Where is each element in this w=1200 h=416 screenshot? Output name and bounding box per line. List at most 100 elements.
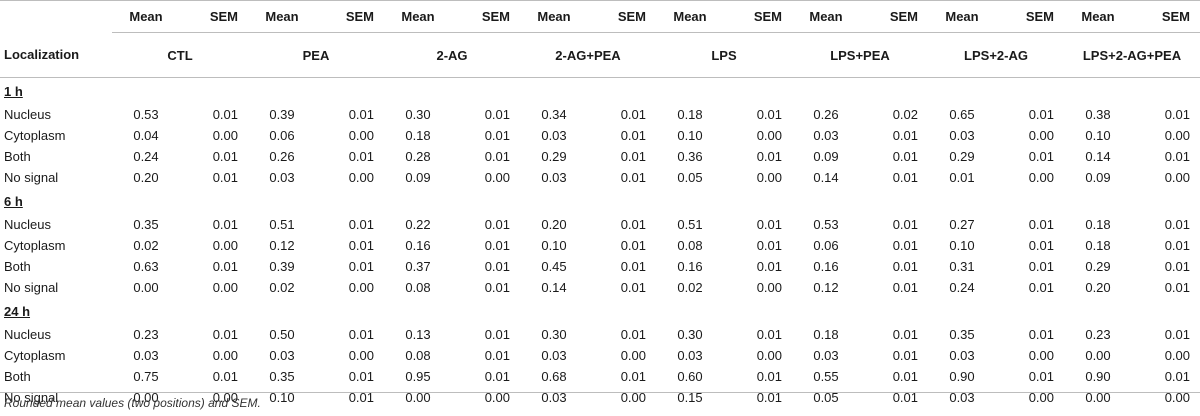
sem-value: 0.01 — [484, 259, 510, 274]
mean-value: 0.12 — [813, 280, 839, 295]
mean-value: 0.00 — [1085, 348, 1111, 363]
mean-header: Mean — [656, 0, 724, 33]
sem-value: 0.00 — [212, 348, 238, 363]
sem-value: 0.00 — [756, 128, 782, 143]
sem-value: 0.01 — [620, 280, 646, 295]
mean-value: 0.30 — [405, 107, 431, 122]
mean-value: 0.53 — [813, 217, 839, 232]
sem-value: 0.01 — [1164, 107, 1190, 122]
period-label: 1 h — [4, 83, 23, 99]
mean-value: 0.16 — [813, 259, 839, 274]
row-label: Nucleus — [4, 107, 51, 122]
sem-value: 0.01 — [892, 348, 918, 363]
mean-value: 0.27 — [949, 217, 975, 232]
sem-value: 0.01 — [212, 369, 238, 384]
sem-value: 0.01 — [348, 390, 374, 405]
mean-value: 0.00 — [133, 390, 159, 405]
sem-value: 0.01 — [484, 217, 510, 232]
sem-value: 0.01 — [1028, 369, 1054, 384]
sem-value: 0.01 — [484, 238, 510, 253]
mean-value: 0.31 — [949, 259, 975, 274]
sem-value: 0.00 — [1164, 170, 1190, 185]
sem-value: 0.01 — [484, 107, 510, 122]
sem-value: 0.00 — [348, 348, 374, 363]
period-label: 6 h — [4, 193, 23, 209]
sem-value: 0.00 — [1164, 390, 1190, 405]
sem-value: 0.01 — [620, 327, 646, 342]
row-label: No signal — [4, 390, 59, 405]
sem-header: SEM — [452, 0, 520, 33]
mean-value: 0.39 — [269, 259, 295, 274]
mean-value: 0.14 — [1085, 149, 1111, 164]
mean-value: 0.14 — [541, 280, 567, 295]
sem-value: 0.01 — [620, 238, 646, 253]
mean-value: 0.02 — [269, 280, 295, 295]
period-row: 6 h — [0, 188, 1200, 214]
mean-value: 0.51 — [269, 217, 295, 232]
sem-value: 0.01 — [756, 238, 782, 253]
mean-value: 0.05 — [677, 170, 703, 185]
table-row: Both 0.63 0.01 0.39 0.01 0.37 0.01 0.45 0.01 0.16… — [0, 256, 1200, 277]
mean-value: 0.08 — [405, 280, 431, 295]
sem-value: 0.01 — [1164, 280, 1190, 295]
sem-value: 0.01 — [1028, 280, 1054, 295]
row-label: Both — [4, 369, 31, 384]
mean-value: 0.38 — [1085, 107, 1111, 122]
sem-header: SEM — [996, 0, 1064, 33]
table-row: No signal 0.00 0.00 0.10 0.01 0.00 0.00 0.03 0.0… — [0, 387, 1200, 408]
sem-value: 0.00 — [1028, 390, 1054, 405]
row-label: Both — [4, 259, 31, 274]
sem-value: 0.01 — [620, 128, 646, 143]
mean-value: 0.37 — [405, 259, 431, 274]
row-label: Nucleus — [4, 217, 51, 232]
mean-value: 0.18 — [405, 128, 431, 143]
sem-value: 0.00 — [620, 348, 646, 363]
mean-value: 0.95 — [405, 369, 431, 384]
sem-value: 0.01 — [892, 238, 918, 253]
mean-value: 0.03 — [541, 348, 567, 363]
table-row: Cytoplasm 0.04 0.00 0.06 0.00 0.18 0.01 0.03 0.0… — [0, 125, 1200, 146]
mean-value: 0.18 — [813, 327, 839, 342]
sem-value: 0.01 — [756, 217, 782, 232]
table-row: Cytoplasm 0.02 0.00 0.12 0.01 0.16 0.01 0.10 0.0… — [0, 235, 1200, 256]
sem-value: 0.01 — [620, 170, 646, 185]
sem-value: 0.00 — [1028, 170, 1054, 185]
sem-value: 0.00 — [1164, 348, 1190, 363]
mean-value: 0.01 — [949, 170, 975, 185]
mean-value: 0.09 — [405, 170, 431, 185]
mean-value: 0.36 — [677, 149, 703, 164]
mean-value: 0.16 — [405, 238, 431, 253]
sem-value: 0.00 — [484, 170, 510, 185]
mean-value: 0.29 — [949, 149, 975, 164]
mean-value: 0.00 — [405, 390, 431, 405]
sem-value: 0.01 — [212, 170, 238, 185]
header-empty-cell — [0, 0, 112, 33]
mean-value: 0.51 — [677, 217, 703, 232]
mean-value: 0.03 — [677, 348, 703, 363]
sem-value: 0.01 — [892, 327, 918, 342]
mean-value: 0.10 — [1085, 128, 1111, 143]
sem-value: 0.01 — [484, 327, 510, 342]
sem-value: 0.00 — [348, 128, 374, 143]
mean-value: 0.55 — [813, 369, 839, 384]
sem-value: 0.01 — [1164, 217, 1190, 232]
mean-value: 0.45 — [541, 259, 567, 274]
group-header: CTL — [112, 32, 248, 78]
sem-value: 0.00 — [484, 390, 510, 405]
sem-value: 0.01 — [1028, 327, 1054, 342]
table-row: Cytoplasm 0.03 0.00 0.03 0.00 0.08 0.01 0.03 0.0… — [0, 345, 1200, 366]
table-row: No signal 0.20 0.01 0.03 0.00 0.09 0.00 0.03 0.0… — [0, 167, 1200, 188]
mean-value: 0.03 — [949, 128, 975, 143]
header-row-stats: Mean SEM Mean SEM Mean SEM Mean SEM Mean SEM Mean S… — [0, 0, 1200, 33]
mean-value: 0.20 — [541, 217, 567, 232]
mean-value: 0.24 — [949, 280, 975, 295]
sem-value: 0.01 — [892, 390, 918, 405]
group-header: 2-AG+PEA — [520, 32, 656, 78]
sem-value: 0.00 — [756, 348, 782, 363]
mean-value: 0.10 — [677, 128, 703, 143]
mean-header: Mean — [520, 0, 588, 33]
sem-value: 0.01 — [212, 217, 238, 232]
sem-value: 0.01 — [1164, 327, 1190, 342]
sem-value: 0.01 — [892, 170, 918, 185]
